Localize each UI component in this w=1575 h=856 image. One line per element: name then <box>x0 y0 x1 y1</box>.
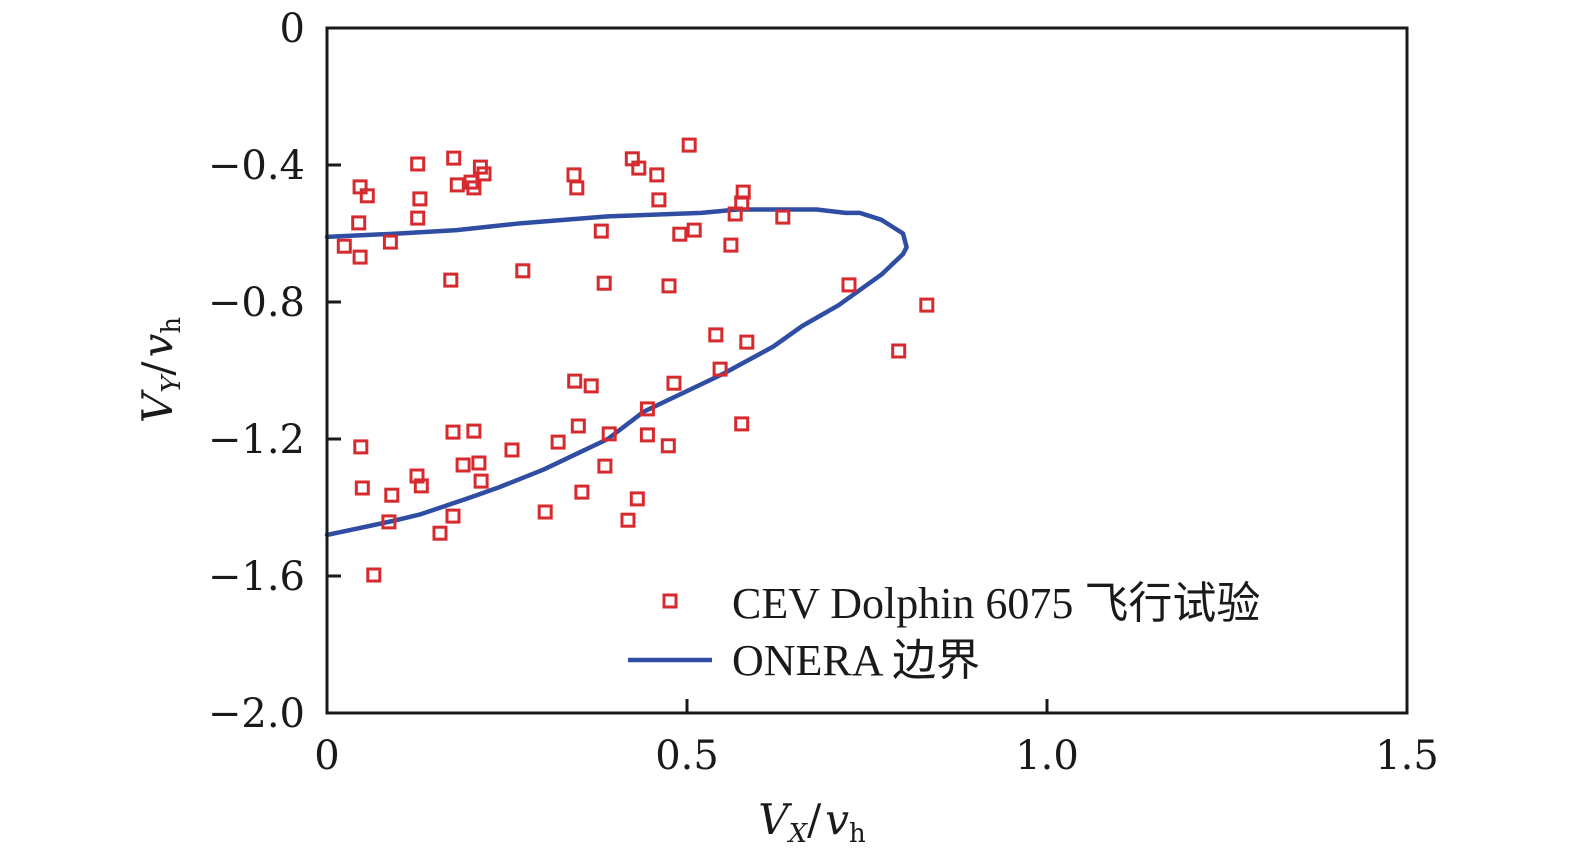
data-point-square <box>596 275 612 291</box>
data-point-square <box>446 150 462 166</box>
data-point-square <box>649 167 665 183</box>
data-point-square <box>466 423 482 439</box>
data-point-square <box>734 416 750 432</box>
data-point-square <box>639 401 655 417</box>
y-axis-title: VY/vh <box>133 317 187 423</box>
data-point-square <box>723 237 739 253</box>
data-point-square <box>445 508 461 524</box>
legend-item-onera-boundary: ONERA 边界 <box>628 636 980 685</box>
legend-label-flight-test: CEV Dolphin 6075 飞行试验 <box>732 579 1260 628</box>
x-tick-label: 1.0 <box>1015 733 1079 779</box>
data-point-square <box>686 222 702 238</box>
data-point-square <box>412 191 428 207</box>
axis-ticks <box>325 26 1409 715</box>
data-point-square <box>432 525 448 541</box>
data-point-square <box>775 209 791 225</box>
y-tick-label: −0.8 <box>208 280 305 326</box>
x-axis-title: VX/vh <box>758 795 866 849</box>
plot-area <box>324 137 935 583</box>
data-point-square <box>891 343 907 359</box>
data-point-square <box>476 166 492 182</box>
data-point-square <box>593 223 609 239</box>
data-point-square <box>727 206 743 222</box>
data-point-square <box>620 512 636 528</box>
data-point-square <box>681 137 697 153</box>
flight-test-points <box>336 137 935 583</box>
plot-frame <box>325 26 1409 715</box>
data-point-square <box>336 238 352 254</box>
data-point-square <box>413 478 429 494</box>
data-point-square <box>566 167 582 183</box>
data-point-square <box>381 514 397 530</box>
legend-marker-square <box>662 593 678 609</box>
data-point-square <box>537 504 553 520</box>
x-tick-label: 0 <box>314 733 339 779</box>
legend-item-flight-test: CEV Dolphin 6075 飞行试验 <box>662 579 1260 628</box>
y-tick-label: −1.6 <box>208 554 305 600</box>
data-point-square <box>449 177 465 193</box>
data-point-square <box>410 156 426 172</box>
data-point-square <box>597 458 613 474</box>
legend-label-onera-boundary: ONERA 边界 <box>732 636 980 685</box>
data-point-square <box>601 426 617 442</box>
y-tick-label: 0 <box>280 6 305 52</box>
data-point-square <box>583 378 599 394</box>
data-point-square <box>359 188 375 204</box>
data-point-square <box>666 375 682 391</box>
data-point-square <box>639 427 655 443</box>
tick-labels: 0 0.5 1.0 1.5 0 −0.4 −0.8 −1.2 −1.6 −2.0 <box>208 6 1439 779</box>
data-point-square <box>660 438 676 454</box>
x-tick-label: 1.5 <box>1375 733 1439 779</box>
data-point-square <box>382 234 398 250</box>
legend: CEV Dolphin 6075 飞行试验 ONERA 边界 <box>628 579 1260 685</box>
data-point-square <box>661 278 677 294</box>
data-point-square <box>351 215 367 231</box>
data-point-square <box>352 249 368 265</box>
data-point-square <box>550 434 566 450</box>
data-point-square <box>569 180 585 196</box>
data-point-square <box>631 160 647 176</box>
data-point-square <box>384 487 400 503</box>
data-point-square <box>445 424 461 440</box>
data-point-square <box>473 473 489 489</box>
data-point-square <box>841 277 857 293</box>
data-point-square <box>629 491 645 507</box>
data-point-square <box>409 468 425 484</box>
data-point-square <box>672 226 688 242</box>
data-point-square <box>739 334 755 350</box>
data-point-square <box>515 263 531 279</box>
data-point-square <box>570 418 586 434</box>
data-point-square <box>353 439 369 455</box>
y-tick-label: −2.0 <box>208 691 305 737</box>
data-point-square <box>466 180 482 196</box>
data-point-square <box>471 455 487 471</box>
data-point-square <box>354 480 370 496</box>
data-point-square <box>651 192 667 208</box>
data-point-square <box>919 297 935 313</box>
y-tick-label: −1.2 <box>208 417 305 463</box>
data-point-square <box>455 457 471 473</box>
data-point-square <box>567 373 583 389</box>
data-point-square <box>712 361 728 377</box>
data-point-square <box>366 567 382 583</box>
data-point-square <box>443 272 459 288</box>
data-point-square <box>410 210 426 226</box>
x-tick-label: 0.5 <box>655 733 719 779</box>
data-point-square <box>708 327 724 343</box>
y-tick-label: −0.4 <box>208 143 305 189</box>
data-point-square <box>574 484 590 500</box>
onera-boundary-line <box>324 207 909 538</box>
data-point-square <box>504 442 520 458</box>
